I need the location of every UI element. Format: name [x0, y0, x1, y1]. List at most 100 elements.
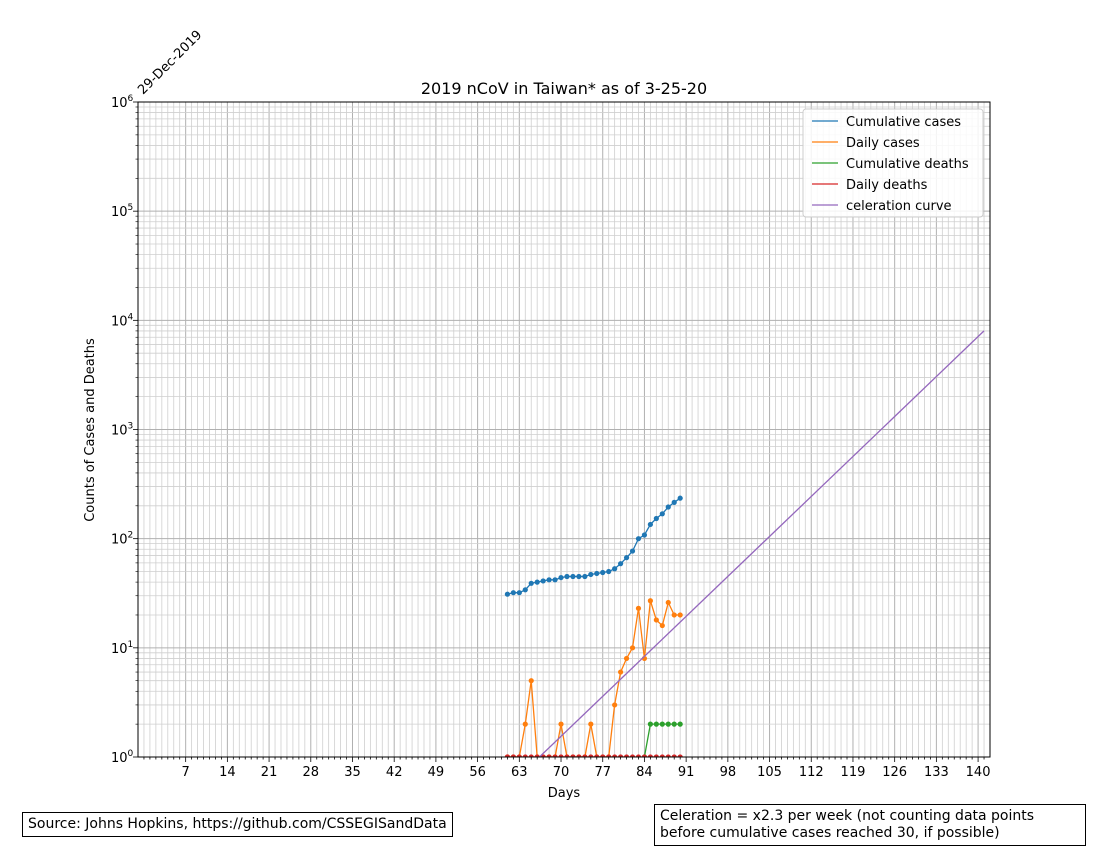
- cumulative-cases-point: [635, 536, 642, 542]
- cumulative-cases-point: [588, 571, 594, 578]
- daily-deaths-point: [534, 754, 540, 757]
- x-tick-label: 98: [720, 765, 737, 780]
- daily-deaths-point: [629, 754, 636, 757]
- y-axis-label: Counts of Cases and Deaths: [83, 338, 98, 522]
- daily-cases-point: [677, 612, 683, 618]
- cumulative-cases-point: [647, 521, 653, 528]
- cumulative-cases-point: [629, 548, 636, 554]
- daily-deaths-point: [671, 754, 677, 757]
- x-tick-label: 140: [966, 765, 991, 780]
- daily-deaths-point: [528, 754, 534, 757]
- daily-deaths-point: [570, 754, 576, 757]
- cumulative-cases-point: [534, 579, 540, 585]
- x-tick-label: 49: [428, 765, 445, 780]
- daily-deaths-point: [552, 754, 558, 757]
- series-cumulative-cases: [504, 495, 683, 597]
- start-date-label: 29-Dec-2019: [135, 28, 205, 98]
- cumulative-cases-point: [522, 587, 528, 593]
- cumulative-cases-point: [564, 573, 570, 580]
- legend-box: [802, 108, 984, 218]
- cumulative-cases-point: [612, 566, 618, 572]
- cumulative-cases-point: [618, 561, 624, 567]
- daily-cases-point: [528, 678, 534, 684]
- daily-deaths-point: [606, 754, 612, 757]
- daily-deaths-point: [558, 754, 564, 757]
- cumulative-cases-point: [606, 568, 612, 575]
- cumulative-deaths-point: [659, 721, 665, 727]
- y-tick-label: 103: [111, 422, 133, 439]
- x-tick-label: 112: [799, 765, 824, 780]
- chart-title: 2019 nCoV in Taiwan* as of 3-25-20: [421, 79, 707, 98]
- x-tick-label: 28: [303, 765, 320, 780]
- x-axis-label: Days: [548, 786, 581, 801]
- cumulative-cases-point: [570, 573, 576, 580]
- daily-deaths-point: [576, 754, 582, 757]
- daily-deaths-point: [641, 754, 648, 757]
- daily-deaths-point: [522, 754, 528, 757]
- cumulative-deaths-point: [671, 721, 677, 727]
- x-tick-label: 91: [678, 765, 695, 780]
- cumulative-cases-point: [558, 574, 564, 581]
- daily-cases-point: [653, 617, 659, 623]
- legend-label: Daily cases: [846, 136, 920, 151]
- series-layer: [504, 330, 985, 757]
- cumulative-cases-point: [594, 570, 600, 577]
- x-tick-label: 7: [182, 765, 190, 780]
- daily-deaths-point: [635, 754, 642, 757]
- series-celeration-curve: [538, 330, 985, 757]
- daily-deaths-point: [647, 754, 653, 757]
- daily-deaths-point: [594, 754, 600, 757]
- cumulative-cases-point: [582, 573, 588, 580]
- cumulative-cases-line: [507, 497, 681, 595]
- y-tick-label: 102: [111, 531, 133, 548]
- x-tick-label: 70: [553, 765, 570, 780]
- daily-deaths-point: [564, 754, 570, 757]
- daily-deaths-point: [677, 754, 683, 757]
- daily-deaths-point: [659, 754, 665, 757]
- daily-cases-point: [558, 721, 564, 727]
- cumulative-cases-point: [623, 555, 630, 561]
- daily-deaths-point: [516, 754, 522, 757]
- cumulative-cases-point: [641, 532, 648, 538]
- cumulative-cases-point: [600, 569, 606, 576]
- cumulative-cases-point: [504, 591, 510, 597]
- cumulative-cases-point: [546, 577, 552, 583]
- daily-cases-point: [588, 721, 594, 727]
- celeration-note: Celeration = x2.3 per week (not counting…: [654, 804, 1086, 846]
- cumulative-cases-point: [653, 515, 659, 522]
- daily-cases-line: [507, 600, 681, 757]
- daily-deaths-point: [504, 754, 510, 757]
- daily-cases-point: [659, 622, 665, 629]
- legend-label: Cumulative deaths: [846, 157, 969, 172]
- daily-cases-point: [612, 702, 618, 708]
- x-tick-label: 77: [594, 765, 611, 780]
- y-tick-label: 105: [111, 203, 133, 220]
- cumulative-deaths-point: [677, 721, 683, 727]
- cumulative-deaths-point: [665, 721, 671, 727]
- daily-deaths-point: [653, 754, 659, 757]
- cumulative-cases-point: [540, 578, 546, 584]
- daily-cases-point: [647, 598, 653, 604]
- x-tick-label: 119: [841, 765, 866, 780]
- y-tick-label: 106: [111, 94, 134, 111]
- cumulative-cases-point: [516, 590, 522, 596]
- x-tick-label: 126: [882, 765, 907, 780]
- daily-cases-point: [522, 721, 528, 727]
- celeration-curve-line: [538, 330, 985, 757]
- cumulative-cases-point: [552, 577, 558, 583]
- cumulative-cases-point: [671, 499, 677, 505]
- daily-deaths-point: [510, 754, 516, 757]
- cumulative-cases-point: [665, 504, 671, 510]
- daily-cases-point: [671, 612, 677, 618]
- cumulative-cases-point: [528, 580, 534, 586]
- legend-label: celeration curve: [846, 199, 952, 214]
- cumulative-deaths-point: [647, 721, 653, 727]
- daily-deaths-point: [612, 754, 618, 757]
- axis-ticks: 7 14 21 28 35 42 49 56 63 70 77 84 91 98 105 112 119 126 1…: [111, 94, 990, 780]
- x-tick-label: 63: [511, 765, 528, 780]
- x-tick-label: 84: [636, 765, 653, 780]
- x-tick-label: 42: [386, 765, 403, 780]
- legend: Cumulative cases Daily cases Cumulative de…: [802, 108, 984, 218]
- x-tick-label: 56: [469, 765, 486, 780]
